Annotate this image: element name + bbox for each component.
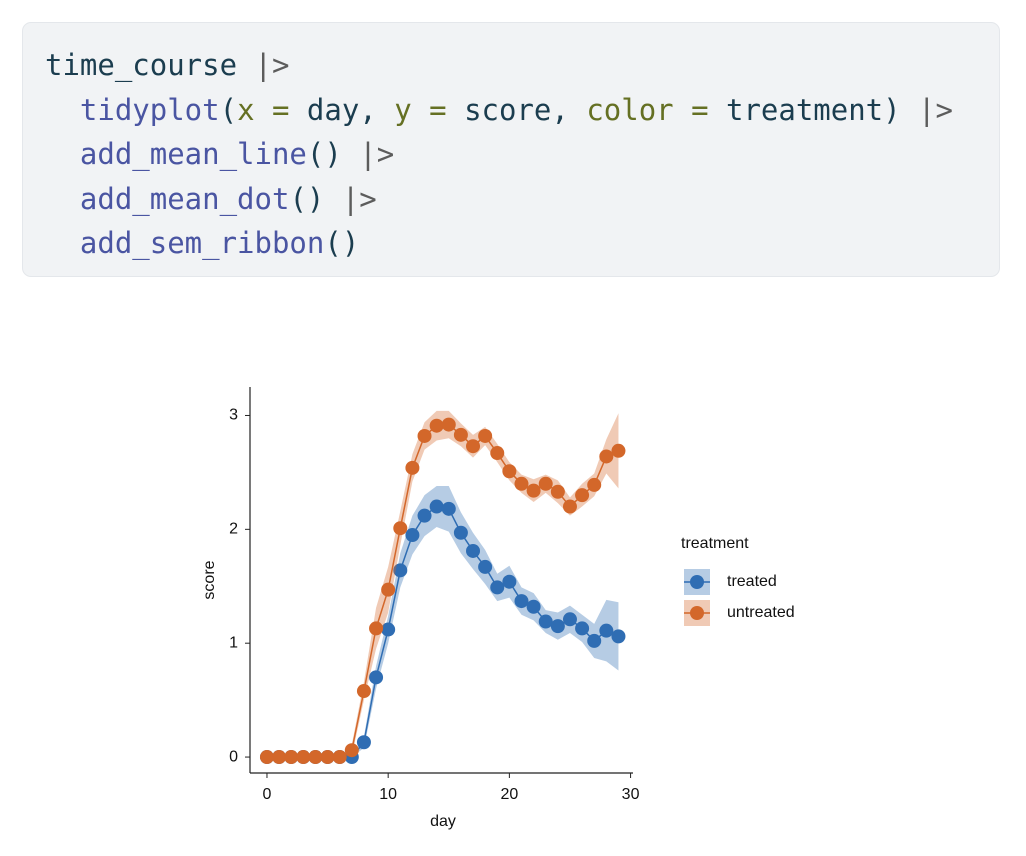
code-token: add_mean_line	[45, 137, 307, 172]
legend-label: untreated	[727, 604, 795, 621]
mean-dot	[405, 528, 420, 543]
mean-dot	[478, 559, 493, 574]
mean-dot	[611, 443, 626, 458]
mean-dot	[284, 750, 299, 765]
code-token: ()	[306, 137, 342, 172]
mean-dot	[562, 612, 577, 627]
mean-dot	[320, 750, 335, 765]
code-token: |>	[237, 48, 290, 82]
mean-dot	[526, 599, 541, 614]
code-token: (	[219, 92, 238, 127]
mean-dot	[381, 622, 396, 637]
mean-dot	[538, 476, 553, 491]
mean-dot	[587, 633, 602, 648]
mean-dot	[393, 563, 408, 578]
legend-dot	[690, 606, 704, 620]
mean-dot	[381, 582, 396, 597]
mean-dot	[405, 460, 420, 475]
code-token: ()	[289, 181, 325, 216]
mean-dot	[466, 439, 481, 454]
mean-dot	[599, 623, 614, 638]
mean-dot	[514, 476, 529, 491]
mean-line	[266, 423, 619, 758]
mean-dot	[429, 418, 444, 433]
mean-dot	[478, 428, 493, 443]
mean-dot	[453, 427, 468, 442]
code-token: |>	[341, 137, 395, 172]
mean-dot	[587, 477, 602, 492]
mean-dot	[369, 670, 384, 685]
code-token: score,	[446, 92, 587, 127]
mean-dot	[538, 614, 553, 629]
y-tick-label: 1	[229, 634, 238, 651]
legend-title: treatment	[681, 535, 749, 552]
code-token: add_sem_ribbon	[45, 226, 325, 261]
mean-dot	[332, 750, 347, 765]
code-line: tidyplot(x = day, y = score, color = tre…	[45, 88, 999, 133]
mean-dot	[611, 629, 626, 644]
legend-label: treated	[727, 573, 777, 590]
mean-dot	[550, 619, 565, 634]
code-token: add_mean_dot	[45, 181, 290, 216]
code-token: y =	[394, 92, 447, 127]
mean-dot	[526, 483, 541, 498]
mean-dot	[344, 743, 359, 758]
code-block: time_course |> tidyplot(x = day, y = sco…	[22, 22, 1000, 277]
code-token: treatment)	[708, 92, 901, 127]
mean-dot	[575, 488, 590, 503]
code-token: day,	[289, 92, 395, 127]
x-tick-label: 20	[500, 786, 518, 803]
code-line: add_mean_dot() |>	[45, 177, 999, 222]
code-token: tidyplot	[45, 92, 220, 127]
mean-dot	[441, 501, 456, 516]
y-axis-label: score	[201, 560, 218, 599]
x-axis-label: day	[430, 813, 456, 830]
mean-dot	[562, 499, 577, 514]
mean-dot	[356, 684, 371, 699]
mean-dot	[259, 750, 274, 765]
code-token: |>	[900, 92, 953, 127]
mean-dot	[429, 499, 444, 514]
mean-dot	[599, 449, 614, 464]
mean-dot	[417, 508, 432, 523]
y-tick-label: 0	[229, 748, 238, 765]
code-line: add_mean_line() |>	[45, 132, 999, 177]
mean-dot	[490, 446, 505, 461]
sem-ribbon	[266, 410, 619, 758]
mean-dot	[575, 621, 590, 636]
y-tick-label: 2	[229, 521, 238, 538]
x-tick-label: 10	[379, 786, 397, 803]
x-tick-label: 30	[622, 786, 640, 803]
mean-dot	[308, 750, 323, 765]
mean-dot	[490, 580, 505, 595]
code-token: x =	[237, 92, 290, 127]
mean-dot	[369, 621, 384, 636]
mean-dot	[356, 735, 371, 750]
mean-dot	[296, 750, 311, 765]
code-token: color =	[586, 92, 709, 127]
mean-dot	[417, 428, 432, 443]
code-token: time_course	[45, 48, 238, 82]
y-tick-label: 3	[229, 407, 238, 424]
mean-dot	[502, 464, 517, 479]
mean-dot	[502, 574, 517, 589]
code-token: ()	[324, 226, 360, 261]
mean-dot	[453, 525, 468, 540]
mean-dot	[272, 750, 287, 765]
mean-dot	[441, 417, 456, 432]
code-line: add_sem_ribbon()	[45, 221, 999, 266]
legend-dot	[690, 575, 704, 589]
x-tick-label: 0	[263, 786, 272, 803]
mean-dot	[393, 521, 408, 536]
code-token: |>	[324, 181, 377, 216]
mean-dot	[466, 543, 481, 558]
code-line: time_course |>	[45, 43, 999, 88]
mean-dot	[514, 594, 529, 609]
mean-dot	[550, 484, 565, 499]
